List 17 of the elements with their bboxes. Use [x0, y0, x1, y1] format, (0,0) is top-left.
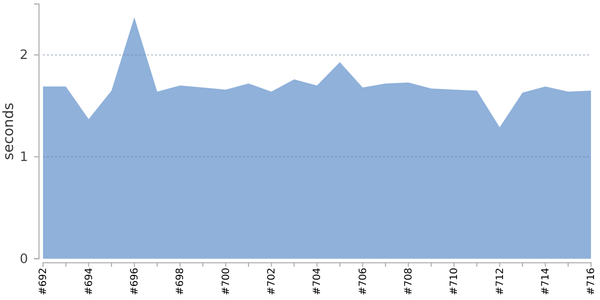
x-tick-label: #696 [130, 268, 141, 296]
x-tick-label: #698 [175, 268, 186, 296]
x-tick-label: #704 [312, 268, 324, 296]
x-tick-label: #694 [84, 268, 95, 296]
x-tick-label: #714 [540, 268, 552, 296]
x-tick-label: #712 [494, 268, 506, 296]
x-tick-label: #706 [358, 268, 369, 296]
x-tick-label: #708 [404, 268, 415, 296]
x-tick-label: #700 [220, 268, 232, 296]
y-tick-label: 1 [20, 150, 28, 165]
y-tick-label: 0 [20, 252, 28, 267]
y-axis-title: seconds [1, 102, 17, 160]
y-tick-label: 2 [20, 48, 28, 64]
x-tick-label: #702 [266, 268, 278, 296]
x-tick-label: #692 [38, 268, 50, 296]
x-tick-label: #716 [586, 268, 598, 296]
x-tick-label: #710 [449, 268, 460, 296]
